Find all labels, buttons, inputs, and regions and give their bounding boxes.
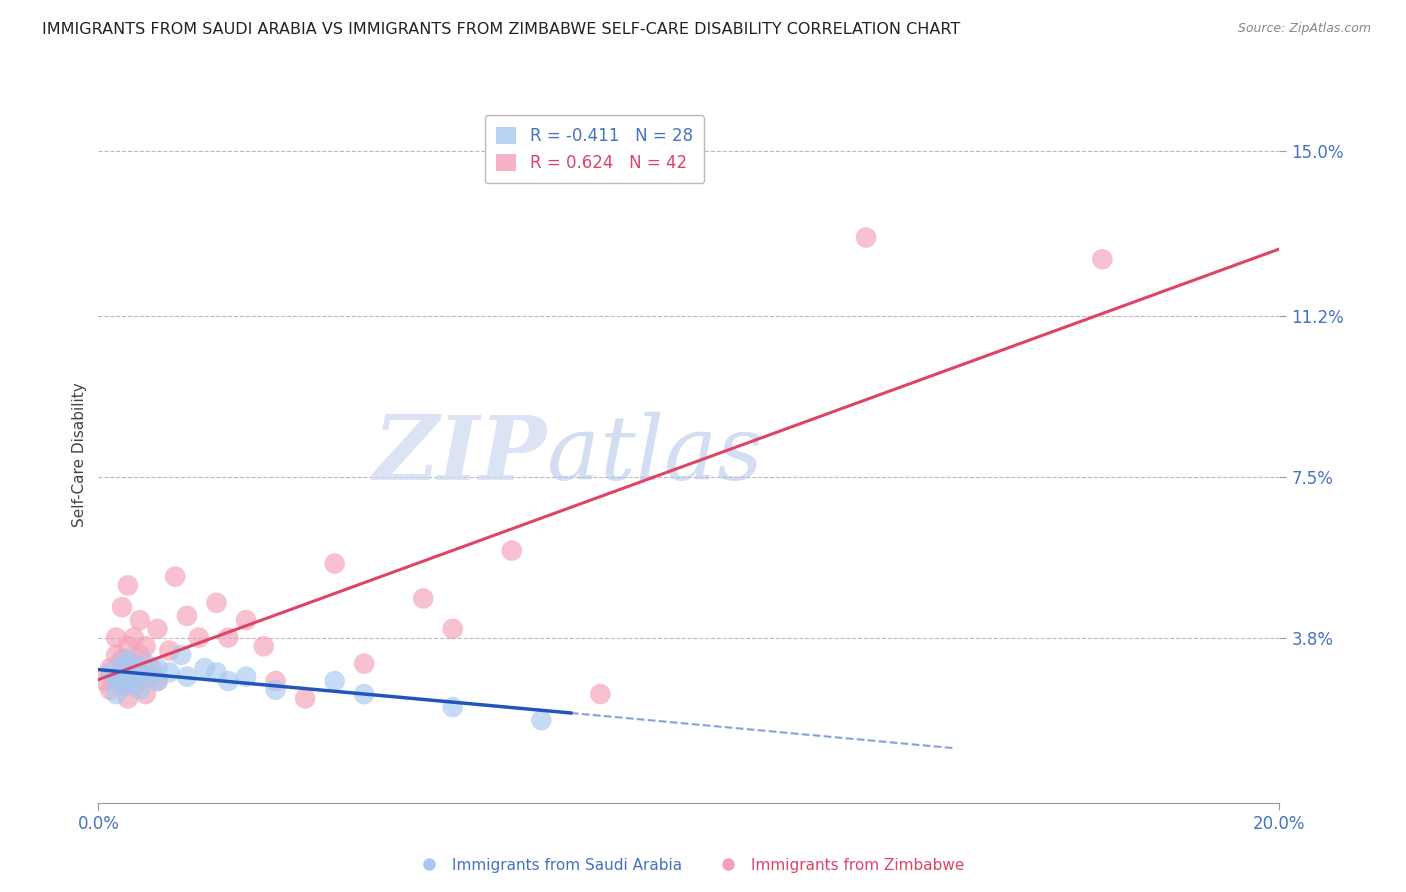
Point: [122, 678, 145, 692]
Text: atlas: atlas: [547, 411, 763, 499]
Point: [111, 674, 134, 689]
Point: [117, 665, 139, 680]
Point: [128, 682, 150, 697]
Point: [117, 639, 139, 653]
Y-axis label: Self-Care Disability: Self-Care Disability: [72, 383, 87, 527]
Point: [412, 591, 434, 606]
Point: [441, 622, 464, 636]
Point: [141, 670, 163, 684]
Point: [128, 648, 150, 662]
Text: IMMIGRANTS FROM SAUDI ARABIA VS IMMIGRANTS FROM ZIMBABWE SELF-CARE DISABILITY CO: IMMIGRANTS FROM SAUDI ARABIA VS IMMIGRAN…: [42, 22, 960, 37]
Point: [122, 661, 145, 675]
Point: [323, 674, 346, 689]
Point: [1091, 252, 1114, 267]
Point: [170, 648, 193, 662]
Point: [111, 652, 134, 666]
Point: [855, 230, 877, 244]
Point: [122, 631, 145, 645]
Point: [194, 661, 217, 675]
Point: [530, 713, 553, 727]
Point: [105, 648, 128, 662]
Point: [117, 652, 139, 666]
Point: [146, 661, 169, 675]
Point: [146, 674, 169, 689]
Point: [105, 674, 128, 689]
Point: [117, 665, 139, 680]
Point: [98, 665, 121, 680]
Point: [501, 543, 523, 558]
Point: [441, 700, 464, 714]
Point: [135, 639, 157, 653]
Point: [157, 665, 180, 680]
Point: [217, 674, 239, 689]
Point: [323, 557, 346, 571]
Point: [187, 631, 209, 645]
Point: [122, 674, 145, 689]
Point: [117, 678, 139, 692]
Point: [128, 665, 150, 680]
Point: [165, 570, 187, 584]
Point: [253, 639, 276, 653]
Point: [141, 661, 163, 675]
Point: [217, 631, 239, 645]
Point: [146, 622, 169, 636]
Point: [98, 682, 121, 697]
Point: [294, 691, 316, 706]
Point: [205, 665, 228, 680]
Point: [111, 600, 134, 615]
Point: [93, 674, 115, 689]
Text: Source: ZipAtlas.com: Source: ZipAtlas.com: [1237, 22, 1371, 36]
Legend: Immigrants from Saudi Arabia, Immigrants from Zimbabwe: Immigrants from Saudi Arabia, Immigrants…: [408, 852, 970, 879]
Point: [128, 613, 150, 627]
Text: ZIP: ZIP: [374, 412, 547, 498]
Point: [105, 631, 128, 645]
Point: [122, 657, 145, 671]
Point: [157, 643, 180, 657]
Point: [105, 670, 128, 684]
Point: [135, 657, 157, 671]
Point: [235, 670, 257, 684]
Point: [128, 674, 150, 689]
Point: [205, 596, 228, 610]
Point: [98, 661, 121, 675]
Point: [117, 578, 139, 592]
Point: [111, 657, 134, 671]
Point: [146, 674, 169, 689]
Point: [589, 687, 612, 701]
Point: [176, 670, 198, 684]
Point: [353, 687, 375, 701]
Point: [105, 687, 128, 701]
Point: [353, 657, 375, 671]
Point: [264, 682, 287, 697]
Point: [235, 613, 257, 627]
Point: [111, 678, 134, 692]
Point: [135, 687, 157, 701]
Point: [117, 691, 139, 706]
Point: [176, 608, 198, 623]
Point: [264, 674, 287, 689]
